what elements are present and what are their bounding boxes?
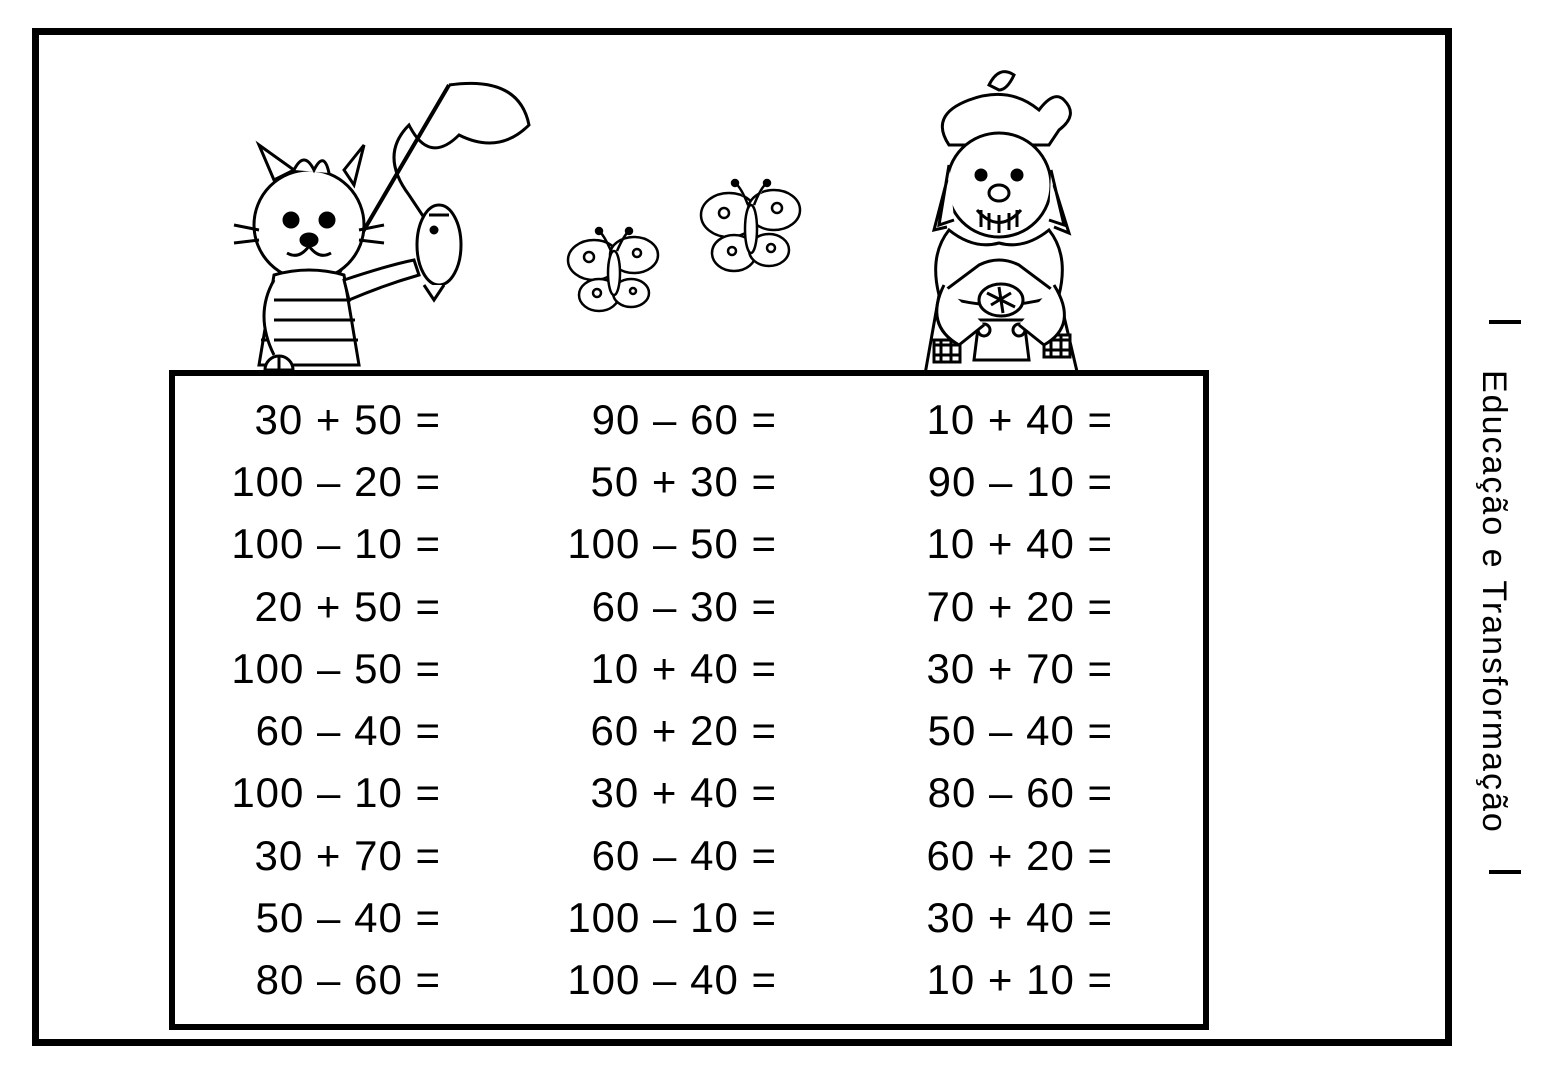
problems-col-2: 90 – 60 = 50 + 30 = 100 – 50 = 60 – 30 =… <box>521 396 857 1004</box>
butterfly-icon <box>549 205 679 335</box>
math-problem: 100 – 20 = <box>185 458 521 506</box>
math-problem: 10 + 40 = <box>521 645 857 693</box>
math-problem: 80 – 60 = <box>185 956 521 1004</box>
math-problem: 30 + 70 = <box>185 832 521 880</box>
math-problem: 100 – 40 = <box>521 956 857 1004</box>
problems-box: 30 + 50 = 100 – 20 = 100 – 10 = 20 + 50 … <box>169 370 1209 1030</box>
math-problem: 10 + 40 = <box>857 396 1193 444</box>
math-problem: 10 + 40 = <box>857 520 1193 568</box>
math-problem: 90 – 60 = <box>521 396 857 444</box>
math-problem: 30 + 70 = <box>857 645 1193 693</box>
math-problem: 60 – 40 = <box>521 832 857 880</box>
math-problem: 30 + 50 = <box>185 396 521 444</box>
butterfly-icon <box>679 155 819 295</box>
math-problem: 90 – 10 = <box>857 458 1193 506</box>
scarecrow-icon <box>829 55 1169 385</box>
illustration-zone <box>39 35 1445 375</box>
math-problem: 100 – 10 = <box>521 894 857 942</box>
math-problem: 60 + 20 = <box>857 832 1193 880</box>
math-problem: 60 – 30 = <box>521 583 857 631</box>
worksheet-frame: 30 + 50 = 100 – 20 = 100 – 10 = 20 + 50 … <box>32 28 1452 1046</box>
cat-fishing-icon <box>179 65 539 385</box>
math-problem: 100 – 50 = <box>521 520 857 568</box>
math-problem: 100 – 10 = <box>185 520 521 568</box>
math-problem: 100 – 10 = <box>185 769 521 817</box>
math-problem: 60 – 40 = <box>185 707 521 755</box>
math-problem: 50 – 40 = <box>185 894 521 942</box>
math-problem: 100 – 50 = <box>185 645 521 693</box>
math-problem: 70 + 20 = <box>857 583 1193 631</box>
math-problem: 30 + 40 = <box>857 894 1193 942</box>
math-problem: 10 + 10 = <box>857 956 1193 1004</box>
math-problem: 30 + 40 = <box>521 769 857 817</box>
problems-col-1: 30 + 50 = 100 – 20 = 100 – 10 = 20 + 50 … <box>185 396 521 1004</box>
math-problem: 80 – 60 = <box>857 769 1193 817</box>
math-problem: 20 + 50 = <box>185 583 521 631</box>
math-problem: 50 – 40 = <box>857 707 1193 755</box>
math-problem: 50 + 30 = <box>521 458 857 506</box>
problems-col-3: 10 + 40 = 90 – 10 = 10 + 40 = 70 + 20 = … <box>857 396 1193 1004</box>
math-problem: 60 + 20 = <box>521 707 857 755</box>
side-label: Educação e Transformação <box>1474 370 1513 834</box>
